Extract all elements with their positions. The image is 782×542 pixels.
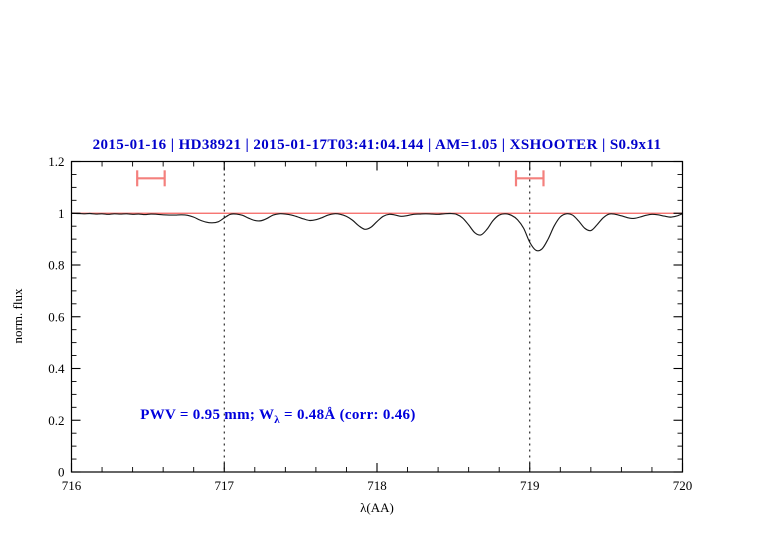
y-axis-tick-labels-group: 0 0.2 0.4 0.6 0.8 1 1.2: [48, 154, 65, 480]
y-axis-label: norm. flux: [10, 288, 25, 343]
x-tick-label: 720: [673, 478, 693, 493]
guide-lines-group: [223, 161, 531, 472]
y-tick-label: 0: [58, 465, 65, 480]
pwv-annotation: PWV = 0.95 mm; Wλ = 0.48Å (corr: 0.46): [140, 407, 415, 426]
errorbar-marker-left: [136, 170, 166, 187]
x-tick-label: 716: [62, 478, 82, 493]
x-tick-label: 717: [215, 478, 235, 493]
y-tick-label: 1.2: [48, 154, 64, 169]
x-axis-ticks-group: [70, 161, 684, 472]
y-tick-label: 0.8: [48, 258, 64, 273]
errorbar-marker-right: [514, 170, 545, 187]
x-tick-label: 719: [520, 478, 540, 493]
y-tick-label: 0.6: [48, 309, 65, 324]
x-tick-label: 718: [367, 478, 387, 493]
y-tick-label: 0.4: [48, 361, 65, 376]
y-axis-ticks-group: [71, 160, 683, 473]
plot-title: 2015-01-16 | HD38921 | 2015-01-17T03:41:…: [93, 137, 662, 153]
y-tick-label: 0.2: [48, 413, 64, 428]
x-axis-tick-labels-group: 716 717 718 719 720: [62, 478, 693, 493]
errorbar-markers-group: [136, 170, 545, 187]
spectrum-data-line: [70, 212, 684, 252]
y-tick-label: 1: [58, 206, 65, 221]
x-axis-label: λ(AA): [360, 500, 394, 515]
plot-annotations-group: PWV = 0.95 mm; Wλ = 0.48Å (corr: 0.46): [140, 407, 415, 426]
